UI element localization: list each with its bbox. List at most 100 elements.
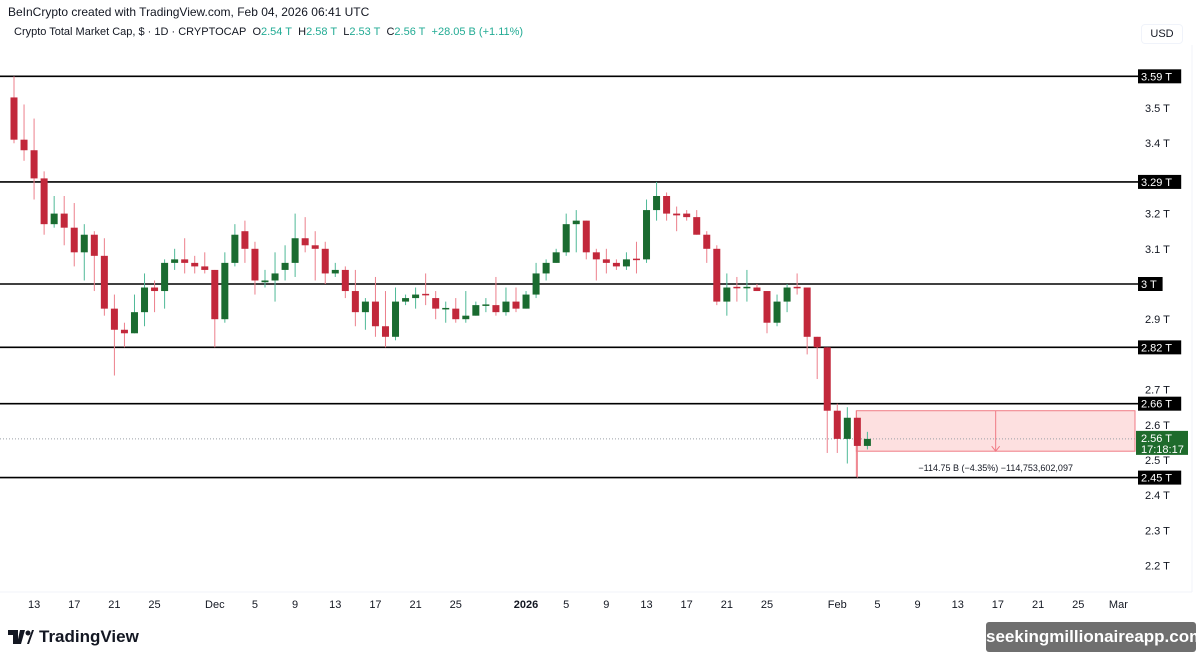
close-value: 2.56 T <box>394 26 426 38</box>
time-tick-label: 21 <box>108 599 120 611</box>
candle-body <box>793 286 801 289</box>
price-tick-label: 2.9 T <box>1145 314 1170 326</box>
currency-button[interactable]: USD <box>1141 24 1183 44</box>
level-price-label: 2.66 T <box>1138 396 1182 411</box>
level-label-bg <box>1138 396 1182 411</box>
candle-down <box>853 417 861 478</box>
tradingview-logo-icon <box>8 630 34 644</box>
candle-down <box>201 252 209 274</box>
time-tick-label: 2026 <box>514 599 538 611</box>
price-tick-label: 2.6 T <box>1145 420 1170 432</box>
candlestick-chart[interactable]: 3.5 T 3.4 T 3.2 T 3.1 T 2.9 T 2.7 T 2.6 T 2.5 T… <box>0 0 1200 620</box>
candle-up <box>221 252 229 323</box>
candle-body <box>281 262 289 270</box>
level-label-bg <box>1138 69 1182 84</box>
candle-body <box>80 234 88 253</box>
candle-up <box>773 294 781 327</box>
time-tick-label: 9 <box>915 599 921 611</box>
candle-body <box>763 291 771 323</box>
candle-down <box>753 284 761 292</box>
price-tick-label: 3.4 T <box>1145 138 1170 150</box>
candle-body <box>341 269 349 292</box>
candle-body <box>653 196 661 211</box>
candle-body <box>552 252 560 263</box>
time-tick-label: 5 <box>563 599 569 611</box>
candle-down <box>512 287 520 313</box>
price-tick-label: 2.4 T <box>1145 490 1170 502</box>
candle-up <box>141 273 149 327</box>
candle-body <box>733 286 741 289</box>
close-label: C <box>386 26 395 38</box>
candle-body <box>40 178 48 225</box>
candle-body <box>843 417 851 439</box>
low-label: L <box>343 26 350 38</box>
time-tick-label: 25 <box>761 599 773 611</box>
candle-body <box>100 255 108 309</box>
candle-down <box>60 196 68 246</box>
time-tick-label: 21 <box>1032 599 1044 611</box>
candle-body <box>70 227 78 253</box>
candle-down <box>612 259 620 270</box>
candle-up <box>171 248 179 270</box>
high-value: 2.58 T <box>306 26 338 38</box>
candle-down <box>251 241 259 295</box>
candle-up <box>843 407 851 464</box>
candle-up <box>442 301 450 323</box>
candle-up <box>622 252 630 270</box>
candle-body <box>432 298 440 309</box>
candle-body <box>412 294 420 299</box>
candle-up <box>472 301 480 316</box>
symbol-title[interactable]: Crypto Total Market Cap, $ · 1D · CRYPTO… <box>14 26 247 38</box>
candle-body <box>321 248 329 274</box>
last-price-bg <box>1136 430 1188 455</box>
candle-up <box>502 287 510 316</box>
candle-down <box>311 231 319 281</box>
level-label-text: 2.82 T <box>1141 342 1172 354</box>
candle-up <box>361 298 369 330</box>
candle-body <box>482 304 490 306</box>
price-tick-label: 2.7 T <box>1145 385 1170 397</box>
candle-down <box>632 241 640 274</box>
candle-body <box>522 294 530 309</box>
candle-body <box>582 220 590 253</box>
candle-down <box>30 118 38 200</box>
candle-up <box>863 431 871 450</box>
last-price-label: 2.56 T17:18:17 <box>1136 430 1188 456</box>
low-value: 2.53 T <box>349 26 381 38</box>
candle-body <box>10 97 18 140</box>
time-tick-label: 17 <box>369 599 381 611</box>
candle-body <box>141 287 149 313</box>
candle-body <box>743 286 751 289</box>
level-label-bg <box>1138 470 1182 485</box>
open-value: 2.54 T <box>261 26 292 38</box>
candle-body <box>532 273 540 295</box>
candle-up <box>723 273 731 316</box>
candle-down <box>803 287 811 355</box>
candle-down <box>693 210 701 235</box>
candle-down <box>241 220 249 263</box>
time-tick-label: 13 <box>329 599 341 611</box>
time-tick-label: 13 <box>952 599 964 611</box>
candle-body <box>773 301 781 323</box>
level-label-text: 3.29 T <box>1141 177 1172 189</box>
candle-up <box>392 287 400 341</box>
time-tick-label: 5 <box>252 599 258 611</box>
candle-down <box>371 276 379 337</box>
bar-countdown: 17:18:17 <box>1141 444 1184 456</box>
candle-down <box>181 238 189 274</box>
candle-up <box>522 291 530 309</box>
level-price-label: 2.82 T <box>1138 340 1182 355</box>
candle-up <box>412 287 420 309</box>
time-tick-label: 17 <box>681 599 693 611</box>
candle-body <box>833 410 841 439</box>
candle-body <box>50 213 58 225</box>
candle-down <box>592 248 600 281</box>
candle-body <box>371 301 379 327</box>
candle-body <box>331 269 339 274</box>
measure-label: −114.75 B (−4.35%) −114,753,602,097 <box>918 463 1073 473</box>
candle-body <box>151 287 159 292</box>
candle-body <box>663 196 671 214</box>
candle-up <box>572 210 580 253</box>
time-tick-label: 25 <box>1072 599 1084 611</box>
candle-body <box>311 245 319 249</box>
